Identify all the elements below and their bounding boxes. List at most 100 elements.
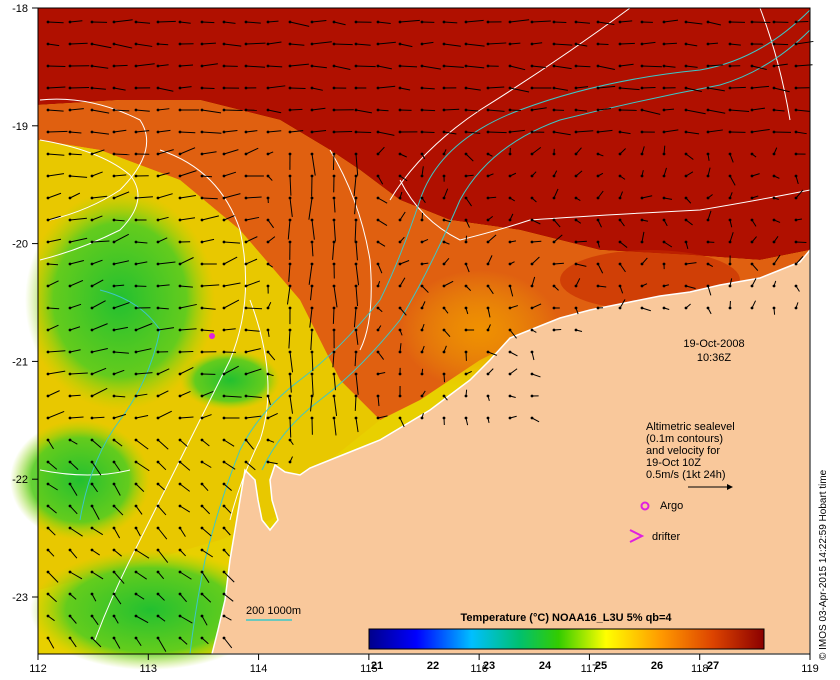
velocity-arrow-base bbox=[750, 240, 754, 244]
velocity-arrow-base bbox=[288, 86, 292, 90]
velocity-arrow-base bbox=[156, 482, 160, 486]
velocity-arrow-base bbox=[178, 636, 182, 640]
velocity-arrow-base bbox=[68, 394, 72, 398]
velocity-arrow bbox=[575, 65, 591, 68]
velocity-arrow-base bbox=[244, 218, 248, 222]
velocity-arrow-base bbox=[420, 20, 424, 24]
velocity-arrow bbox=[179, 328, 197, 331]
velocity-arrow-base bbox=[486, 86, 490, 90]
velocity-arrow bbox=[69, 527, 83, 537]
velocity-arrow-base bbox=[552, 130, 556, 134]
velocity-arrow-base bbox=[156, 438, 160, 442]
velocity-arrow bbox=[729, 153, 734, 163]
velocity-arrow-base bbox=[288, 130, 292, 134]
velocity-arrow bbox=[201, 593, 212, 603]
velocity-arrow-base bbox=[552, 174, 556, 178]
velocity-arrow-base bbox=[244, 196, 248, 200]
velocity-arrows bbox=[46, 19, 814, 652]
velocity-arrow bbox=[113, 483, 121, 496]
velocity-arrow bbox=[201, 215, 219, 221]
velocity-arrow-base bbox=[530, 196, 534, 200]
velocity-arrow-base bbox=[134, 548, 138, 552]
velocity-arrow-base bbox=[376, 394, 380, 398]
velocity-arrow bbox=[113, 233, 130, 243]
velocity-arrow bbox=[597, 43, 609, 46]
velocity-arrow-base bbox=[640, 306, 644, 310]
velocity-arrow-base bbox=[574, 328, 578, 332]
velocity-arrow-base bbox=[640, 108, 644, 112]
velocity-arrow-base bbox=[178, 196, 182, 200]
velocity-arrow-base bbox=[728, 306, 732, 310]
velocity-arrow-base bbox=[46, 174, 50, 178]
velocity-arrow-base bbox=[112, 482, 116, 486]
velocity-arrow-base bbox=[376, 284, 380, 288]
velocity-arrow-base bbox=[530, 130, 534, 134]
velocity-arrow bbox=[47, 153, 65, 156]
velocity-arrow bbox=[223, 43, 242, 47]
velocity-arrow-base bbox=[90, 196, 94, 200]
velocity-arrow-base bbox=[222, 108, 226, 112]
velocity-arrow bbox=[443, 280, 454, 287]
velocity-arrow-base bbox=[486, 196, 490, 200]
velocity-arrow bbox=[333, 65, 351, 71]
velocity-arrow bbox=[751, 65, 767, 70]
velocity-arrow-base bbox=[376, 350, 380, 354]
velocity-arrow bbox=[399, 43, 413, 48]
velocity-arrow-base bbox=[244, 306, 248, 310]
velocity-arrow-base bbox=[354, 350, 358, 354]
velocity-arrow bbox=[729, 109, 750, 112]
velocity-arrow-base bbox=[288, 218, 292, 222]
velocity-arrow-base bbox=[244, 42, 248, 46]
velocity-arrow-base bbox=[200, 306, 204, 310]
velocity-arrow-base bbox=[684, 218, 688, 222]
velocity-arrow-base bbox=[112, 350, 116, 354]
velocity-arrow-base bbox=[222, 394, 226, 398]
velocity-arrow-base bbox=[200, 196, 204, 200]
velocity-arrow bbox=[553, 219, 561, 228]
velocity-arrow bbox=[157, 461, 167, 471]
velocity-arrow bbox=[619, 87, 640, 91]
velocity-arrow-base bbox=[68, 174, 72, 178]
velocity-arrow-base bbox=[640, 240, 644, 244]
velocity-arrow bbox=[619, 241, 628, 248]
velocity-arrow-base bbox=[46, 350, 50, 354]
velocity-arrow-base bbox=[266, 350, 270, 354]
velocity-arrow-base bbox=[618, 130, 622, 134]
velocity-arrow-base bbox=[530, 416, 534, 420]
velocity-arrow bbox=[531, 219, 541, 225]
velocity-arrow-base bbox=[90, 504, 94, 508]
velocity-arrow bbox=[201, 307, 216, 310]
velocity-arrow bbox=[223, 149, 239, 155]
velocity-arrow-base bbox=[68, 548, 72, 552]
velocity-arrow-base bbox=[134, 20, 138, 24]
velocity-arrow bbox=[47, 324, 59, 331]
velocity-arrow bbox=[685, 65, 698, 68]
velocity-arrow-base bbox=[420, 218, 424, 222]
velocity-arrow-base bbox=[332, 130, 336, 134]
velocity-arrow-base bbox=[134, 482, 138, 486]
velocity-arrow bbox=[157, 216, 169, 221]
colorbar-tick-label: 23 bbox=[483, 660, 495, 672]
velocity-arrow bbox=[245, 42, 266, 45]
velocity-arrow bbox=[355, 417, 359, 433]
velocity-arrow bbox=[157, 593, 165, 601]
velocity-arrow-base bbox=[200, 152, 204, 156]
velocity-arrow bbox=[597, 85, 616, 89]
velocity-arrow bbox=[91, 65, 109, 69]
velocity-arrow-base bbox=[68, 350, 72, 354]
velocity-arrow-base bbox=[376, 20, 380, 24]
velocity-arrow-base bbox=[178, 86, 182, 90]
velocity-arrow-base bbox=[156, 614, 160, 618]
velocity-arrow bbox=[201, 483, 209, 492]
velocity-arrow-base bbox=[222, 438, 226, 442]
velocity-arrow-base bbox=[728, 86, 732, 90]
velocity-arrow bbox=[641, 86, 656, 89]
colorbar-tick-label: 24 bbox=[539, 660, 552, 672]
velocity-arrow-base bbox=[684, 262, 688, 266]
velocity-arrow bbox=[465, 87, 481, 91]
velocity-arrow-base bbox=[288, 372, 292, 376]
velocity-arrow-base bbox=[442, 350, 446, 354]
velocity-arrow bbox=[47, 483, 58, 491]
velocity-arrow-base bbox=[68, 306, 72, 310]
velocity-arrow-base bbox=[508, 218, 512, 222]
